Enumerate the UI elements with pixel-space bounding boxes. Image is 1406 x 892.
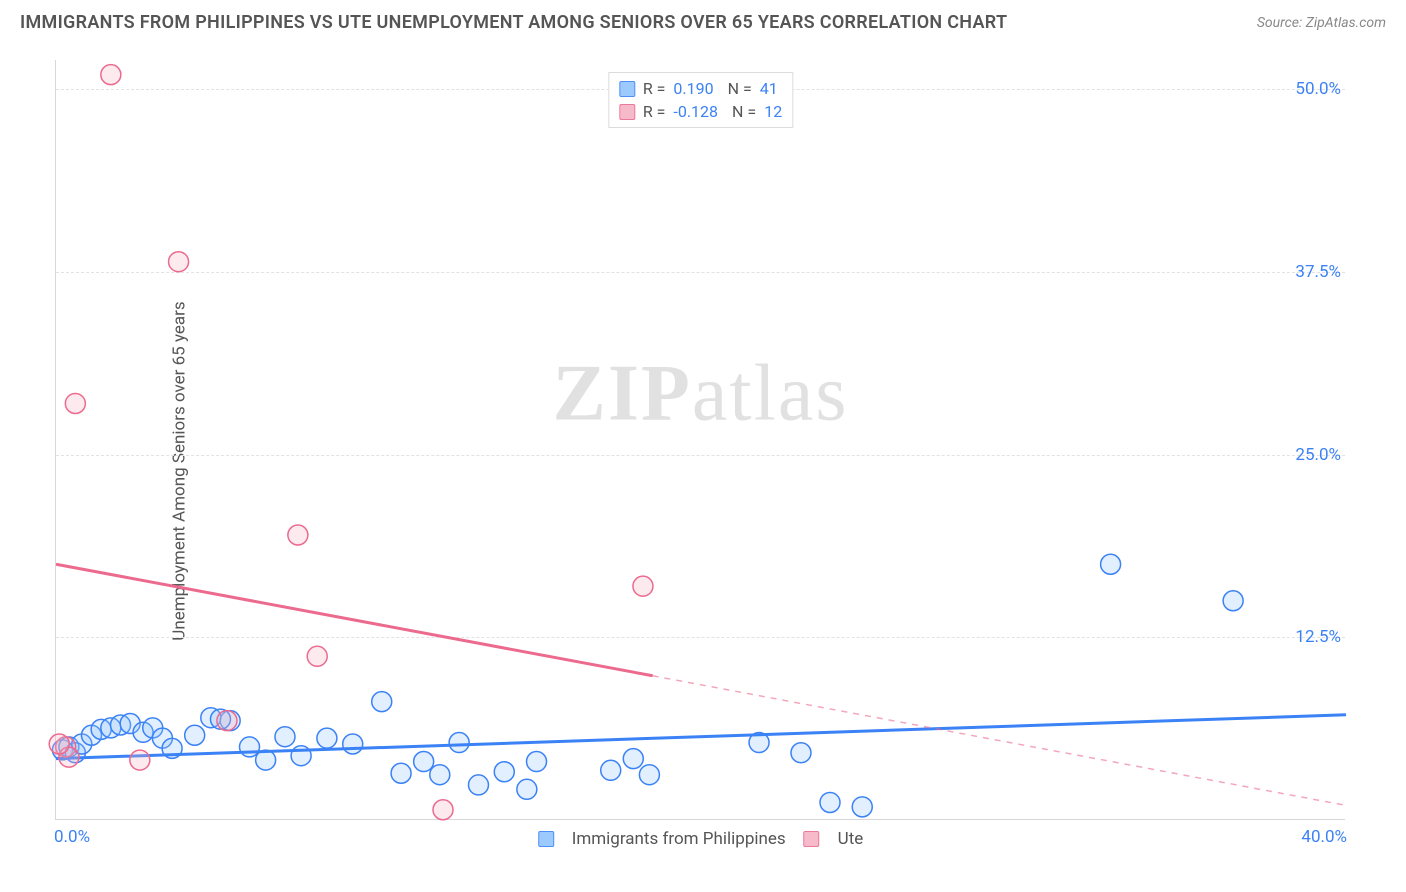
scatter-point [130, 750, 150, 770]
scatter-point [601, 760, 621, 780]
scatter-plot-svg [56, 60, 1345, 819]
scatter-point [1101, 554, 1121, 574]
chart-source: Source: ZipAtlas.com [1257, 15, 1386, 31]
scatter-point [49, 734, 69, 754]
chart-title: IMMIGRANTS FROM PHILIPPINES VS UTE UNEMP… [20, 12, 1007, 33]
swatch-philippines-icon [538, 831, 554, 847]
n-value-ute: 12 [764, 102, 782, 121]
legend-row-ute: R = -0.128 N = 12 [619, 100, 782, 123]
scatter-point [372, 692, 392, 712]
scatter-point [101, 65, 121, 85]
scatter-point [517, 779, 537, 799]
r-value-ute: -0.128 [673, 102, 718, 121]
scatter-point [65, 393, 85, 413]
r-value-philippines: 0.190 [673, 79, 713, 98]
x-tick-min: 0.0% [54, 827, 90, 847]
legend-label-ute: Ute [838, 829, 864, 849]
scatter-point [433, 800, 453, 820]
series-legend: Immigrants from Philippines Ute [538, 829, 864, 849]
r-prefix: R = [643, 102, 666, 121]
r-prefix: R = [643, 79, 666, 98]
scatter-point [791, 743, 811, 763]
regression-line [56, 564, 653, 676]
scatter-point [527, 752, 547, 772]
scatter-point [343, 734, 363, 754]
n-prefix: N = [728, 79, 752, 98]
scatter-point [468, 775, 488, 795]
scatter-point [1223, 591, 1243, 611]
correlation-legend: R = 0.190 N = 41 R = -0.128 N = 12 [608, 72, 793, 128]
scatter-point [391, 763, 411, 783]
scatter-point [317, 728, 337, 748]
scatter-point [307, 646, 327, 666]
scatter-point [633, 576, 653, 596]
scatter-point [639, 765, 659, 785]
scatter-point [623, 749, 643, 769]
scatter-point [288, 525, 308, 545]
x-tick-max: 40.0% [1301, 827, 1347, 847]
scatter-point [430, 765, 450, 785]
scatter-point [185, 725, 205, 745]
swatch-philippines [619, 81, 635, 97]
scatter-point [240, 737, 260, 757]
plot-area: ZIPatlas 12.5%25.0%37.5%50.0% 0.0% 40.0%… [55, 60, 1345, 820]
n-prefix: N = [732, 102, 756, 121]
scatter-point [494, 762, 514, 782]
scatter-point [169, 252, 189, 272]
swatch-ute [619, 104, 635, 120]
legend-row-philippines: R = 0.190 N = 41 [619, 77, 782, 100]
n-value-philippines: 41 [760, 79, 778, 98]
scatter-point [414, 752, 434, 772]
scatter-point [217, 711, 237, 731]
chart-container: Unemployment Among Seniors over 65 years… [0, 50, 1406, 892]
scatter-point [449, 733, 469, 753]
scatter-point [852, 797, 872, 817]
legend-label-philippines: Immigrants from Philippines [572, 829, 786, 849]
scatter-point [275, 727, 295, 747]
scatter-point [820, 792, 840, 812]
swatch-ute-icon [804, 831, 820, 847]
